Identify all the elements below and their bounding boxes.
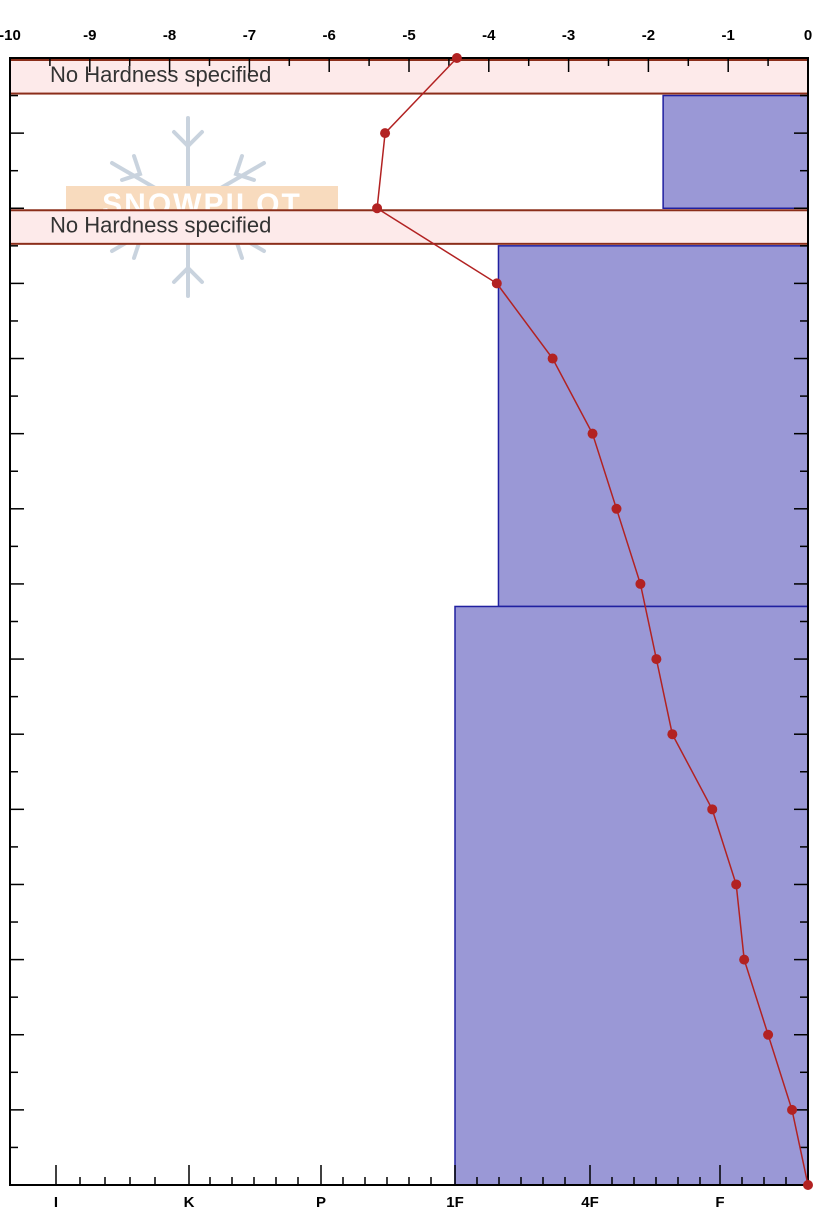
hardness-tick-label: K bbox=[184, 1194, 195, 1211]
temperature-point bbox=[731, 879, 742, 890]
hardness-tick-label: 4F bbox=[581, 1194, 599, 1211]
temperature-point bbox=[739, 954, 750, 965]
temperature-point bbox=[635, 578, 646, 589]
snowpilot-watermark: SNOWPILOT bbox=[66, 116, 338, 298]
temperature-point bbox=[651, 654, 662, 665]
axes-group: -10 -9 -8 -7 -6 -5 -4 -3 -2 -1 0I K P 1F 4F F bbox=[0, 27, 812, 1211]
temperature-tick-label: -7 bbox=[243, 27, 256, 44]
temperature-point bbox=[380, 128, 391, 139]
temperature-point bbox=[491, 278, 502, 289]
temperature-point bbox=[707, 804, 718, 815]
temperature-point bbox=[763, 1029, 774, 1040]
hardness-layer-bar bbox=[497, 245, 809, 608]
temperature-tick-label: -3 bbox=[562, 27, 575, 44]
no-hardness-label: No Hardness specified bbox=[50, 62, 271, 87]
temperature-point bbox=[587, 428, 598, 439]
temperature-tick-label: -9 bbox=[83, 27, 96, 44]
no-hardness-label: No Hardness specified bbox=[50, 212, 271, 237]
temperature-tick-label: -10 bbox=[0, 27, 21, 44]
temperature-tick-label: 0 bbox=[804, 27, 812, 44]
temperature-tick-label: -8 bbox=[163, 27, 176, 44]
temperature-tick-label: -4 bbox=[482, 27, 496, 44]
hardness-tick-label: P bbox=[316, 1194, 326, 1211]
hardness-tick-label: 1F bbox=[446, 1194, 464, 1211]
temperature-point bbox=[787, 1104, 798, 1115]
temperature-point bbox=[667, 729, 678, 740]
layers-group: No Hardness specified No Hardness specifi… bbox=[9, 59, 809, 1186]
temperature-profile-group bbox=[372, 53, 813, 1190]
temperature-tick-label: -6 bbox=[323, 27, 336, 44]
temperature-tick-label: -2 bbox=[642, 27, 655, 44]
temperature-point bbox=[372, 203, 383, 214]
temperature-point bbox=[803, 1180, 813, 1190]
temperature-profile-line bbox=[376, 57, 809, 1186]
hardness-layer-bar bbox=[662, 94, 809, 210]
temperature-point bbox=[547, 353, 558, 364]
hardness-tick-label: F bbox=[715, 1194, 724, 1211]
temperature-tick-label: -5 bbox=[402, 27, 415, 44]
hardness-layer-bar bbox=[454, 605, 809, 1186]
temperature-tick-label: -1 bbox=[722, 27, 735, 44]
hardness-tick-label: I bbox=[54, 1194, 58, 1211]
temperature-point bbox=[451, 53, 462, 63]
temperature-point bbox=[611, 503, 622, 514]
